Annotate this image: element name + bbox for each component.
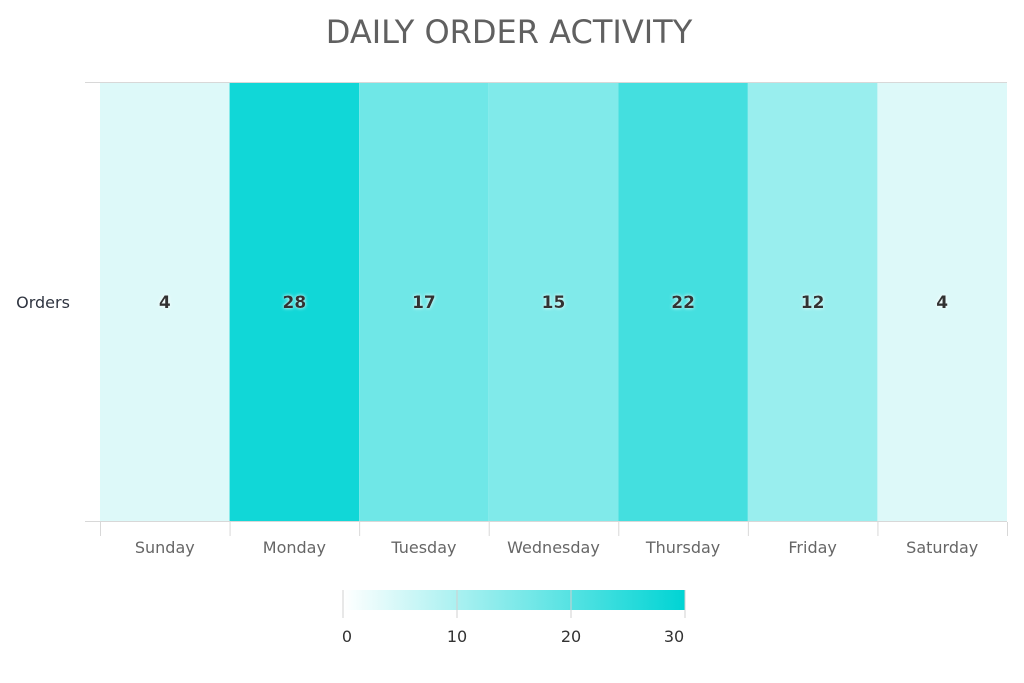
heatmap-cells [100, 83, 1007, 521]
x-axis-label: Wednesday [507, 538, 600, 557]
cell-value-labels: 4 28 17 15 22 12 4 [159, 293, 948, 313]
cell-value-label: 4 [936, 293, 948, 313]
cell-value-label: 15 [542, 293, 566, 313]
plot-area: Sunday Monday Tuesday Wednesday Thursday Frid… [16, 82, 1008, 557]
y-axis-labels: Orders [16, 293, 70, 312]
x-axis-label: Friday [788, 538, 837, 557]
cell-value-label: 12 [801, 293, 825, 313]
heatmap-cell [618, 83, 748, 521]
heatmap-cell [359, 83, 489, 521]
x-axis-label: Tuesday [390, 538, 456, 557]
legend-labels: 0 10 20 30 [342, 627, 684, 646]
heatmap-cell [877, 83, 1007, 521]
legend-label: 10 [447, 627, 467, 646]
legend-ticks [342, 590, 686, 618]
x-axis-ticks [100, 522, 1008, 536]
cell-value-label: 17 [412, 293, 436, 313]
legend-label: 0 [342, 627, 352, 646]
legend-gradient-bar [343, 590, 685, 610]
heatmap-cell [488, 83, 619, 521]
x-axis-label: Saturday [906, 538, 978, 557]
y-axis-label: Orders [16, 293, 70, 312]
cell-value-label: 4 [159, 293, 171, 313]
color-legend: 0 10 20 30 [342, 590, 686, 646]
x-axis-label: Monday [263, 538, 326, 557]
x-axis-label: Thursday [645, 538, 720, 557]
legend-label: 30 [664, 627, 684, 646]
x-axis-labels: Sunday Monday Tuesday Wednesday Thursday Frid… [135, 538, 978, 557]
cell-value-label: 28 [283, 293, 307, 313]
cell-value-label: 22 [671, 293, 695, 313]
heatmap-cell [100, 83, 230, 521]
heatmap-cell [747, 83, 878, 521]
heatmap-cell [229, 83, 360, 521]
chart-title: DAILY ORDER ACTIVITY [326, 13, 693, 51]
legend-label: 20 [561, 627, 581, 646]
x-axis-label: Sunday [135, 538, 195, 557]
